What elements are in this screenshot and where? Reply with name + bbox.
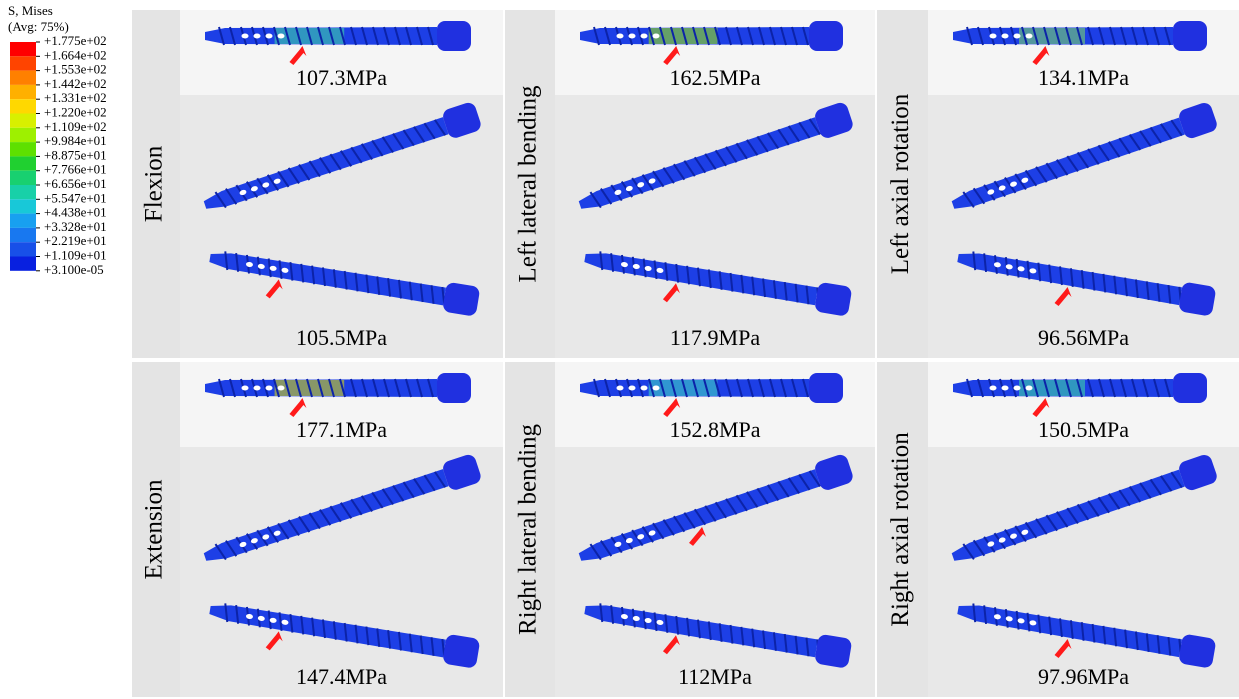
legend-level: +1.109e+02	[44, 119, 107, 134]
legend-level: +3.100e-05	[44, 262, 104, 277]
screw-head	[809, 373, 843, 403]
hole	[1002, 34, 1009, 39]
hole	[629, 34, 636, 39]
max-stress-bottom: 147.4MPa	[296, 664, 387, 689]
panel-label: Extension	[141, 479, 168, 579]
panel-label: Left lateral bending	[515, 85, 542, 283]
max-stress-bottom: 97.96MPa	[1038, 664, 1129, 689]
hole	[629, 386, 636, 391]
legend-swatch	[10, 199, 36, 213]
legend-level: +6.656e+01	[44, 176, 107, 191]
legend-swatch	[10, 114, 36, 128]
max-stress-bottom: 105.5MPa	[296, 325, 387, 350]
screw-head	[809, 21, 843, 51]
max-stress-top: 150.5MPa	[1038, 417, 1129, 442]
max-stress-top: 134.1MPa	[1038, 65, 1129, 90]
hole	[653, 34, 660, 39]
legend-level: +2.219e+01	[44, 233, 107, 248]
hole	[617, 386, 624, 391]
legend-swatch	[10, 99, 36, 113]
hole	[641, 34, 648, 39]
hole	[266, 386, 273, 391]
hole	[278, 386, 285, 391]
max-stress-top: 162.5MPa	[669, 65, 760, 90]
legend-level: +3.328e+01	[44, 219, 107, 234]
legend-swatch	[10, 156, 36, 170]
screw-head	[1173, 21, 1207, 51]
legend-swatch	[10, 142, 36, 156]
screw-head	[814, 282, 852, 317]
hole	[617, 34, 624, 39]
legend-swatch	[10, 128, 36, 142]
max-stress-top: 107.3MPa	[296, 65, 387, 90]
screw-head	[1178, 281, 1217, 316]
legend-level: +7.766e+01	[44, 162, 107, 177]
hole	[1014, 34, 1021, 39]
hole	[278, 34, 285, 39]
legend-swatch	[10, 171, 36, 185]
legend-level: +1.220e+02	[44, 104, 107, 119]
legend-level: +1.109e+01	[44, 247, 107, 262]
legend-level: +1.664e+02	[44, 47, 107, 62]
legend-swatch	[10, 85, 36, 99]
max-stress-bottom: 96.56MPa	[1038, 325, 1129, 350]
legend-level: +1.442e+02	[44, 76, 107, 91]
legend-swatch	[10, 257, 36, 271]
hole	[254, 386, 261, 391]
hole	[990, 386, 997, 391]
figure: S, Mises (Avg: 75%) +1.775e+02+1.664e+02…	[0, 0, 1239, 699]
hole	[1026, 386, 1033, 391]
max-stress-bottom: 112MPa	[678, 664, 752, 689]
hole	[242, 386, 249, 391]
hole	[254, 34, 261, 39]
legend-level: +8.875e+01	[44, 147, 107, 162]
legend-level: +5.547e+01	[44, 190, 107, 205]
screw-head	[442, 282, 480, 317]
hole	[266, 34, 273, 39]
legend-swatch	[10, 71, 36, 85]
legend-level: +1.553e+02	[44, 62, 107, 77]
screw-head	[437, 21, 471, 51]
legend-level: +4.438e+01	[44, 205, 107, 220]
legend-level: +1.775e+02	[44, 33, 107, 48]
legend-level: +9.984e+01	[44, 133, 107, 148]
legend-swatch	[10, 56, 36, 70]
panel-label: Right lateral bending	[515, 423, 542, 635]
legend-swatch	[10, 214, 36, 228]
hole	[1002, 386, 1009, 391]
hole	[1014, 386, 1021, 391]
screw-head	[442, 634, 480, 669]
hole	[242, 34, 249, 39]
legend-subtitle: (Avg: 75%)	[8, 19, 69, 34]
legend-swatch	[10, 185, 36, 199]
screw-head	[814, 634, 852, 669]
max-stress-bottom: 117.9MPa	[670, 325, 760, 350]
legend-swatch	[10, 242, 36, 256]
panel-label: Left axial rotation	[887, 93, 914, 274]
screw-head	[1173, 373, 1207, 403]
screw-head	[437, 373, 471, 403]
legend-title: S, Mises	[8, 3, 53, 18]
hole	[990, 34, 997, 39]
max-stress-top: 152.8MPa	[669, 417, 760, 442]
legend-level: +1.331e+02	[44, 90, 107, 105]
max-stress-top: 177.1MPa	[296, 417, 387, 442]
legend-swatch	[10, 228, 36, 242]
hole	[653, 386, 660, 391]
panel-label: Flexion	[141, 145, 168, 222]
hole	[641, 386, 648, 391]
legend-swatch	[10, 42, 36, 56]
screw-head	[1178, 633, 1217, 668]
panel-label: Right axial rotation	[887, 432, 914, 627]
hole	[1026, 34, 1033, 39]
